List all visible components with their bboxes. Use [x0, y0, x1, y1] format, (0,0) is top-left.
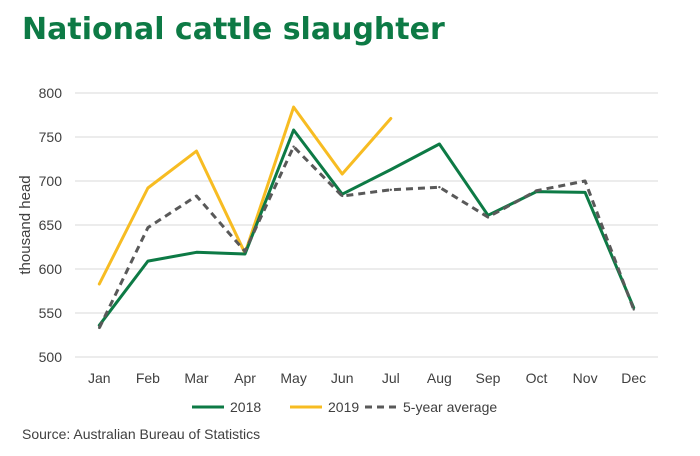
- data-point: [292, 145, 295, 148]
- data-point: [438, 142, 441, 146]
- x-tick-label: Jan: [88, 370, 111, 386]
- x-tick-label: Apr: [234, 370, 256, 386]
- data-point: [583, 191, 587, 194]
- x-tick-label: Jul: [382, 370, 400, 386]
- y-tick-label: 600: [39, 261, 63, 277]
- x-tick-label: Mar: [184, 370, 208, 386]
- data-point: [389, 168, 392, 171]
- data-point: [583, 179, 587, 183]
- data-point: [243, 252, 247, 256]
- data-point: [389, 117, 392, 120]
- y-tick-label: 500: [39, 349, 63, 365]
- data-point: [486, 215, 490, 219]
- legend: 2018 2019 5-year average: [192, 399, 497, 415]
- data-point: [292, 105, 295, 109]
- data-point: [535, 189, 538, 192]
- gridlines: [75, 92, 658, 358]
- series-line-5-year-average: [97, 145, 636, 329]
- data-point: [438, 185, 441, 189]
- data-point: [195, 251, 198, 254]
- data-point: [146, 259, 150, 263]
- x-tick-label: Dec: [621, 370, 646, 386]
- legend-label: 2018: [230, 399, 261, 415]
- chart-title: National cattle slaughter: [22, 12, 445, 47]
- data-point: [195, 149, 198, 153]
- data-point: [98, 282, 101, 286]
- x-tick-label: Oct: [526, 370, 548, 386]
- data-point: [292, 128, 295, 132]
- y-tick-label: 650: [39, 217, 63, 233]
- data-point: [341, 194, 344, 198]
- x-tick-label: Sep: [475, 370, 500, 386]
- x-tick-label: Aug: [427, 370, 452, 386]
- legend-label: 2019: [328, 399, 359, 415]
- y-axis: 500 550 600 650 700 750 800: [39, 85, 63, 365]
- data-point: [341, 172, 344, 176]
- series-line-2018: [97, 128, 636, 327]
- y-axis-label: thousand head: [17, 175, 34, 274]
- data-point: [243, 250, 247, 253]
- data-point: [146, 226, 150, 229]
- data-point: [632, 308, 635, 311]
- data-point: [195, 194, 198, 198]
- y-tick-label: 800: [39, 85, 63, 101]
- source-note: Source: Australian Bureau of Statistics: [22, 426, 261, 442]
- y-tick-label: 750: [39, 129, 63, 145]
- data-point: [98, 326, 101, 330]
- series-lines: [97, 105, 636, 330]
- x-tick-label: May: [280, 370, 306, 386]
- y-tick-label: 550: [39, 305, 63, 321]
- x-axis: Jan Feb Mar Apr May Jun Jul Aug Sep Oct Nov Dec: [88, 370, 646, 386]
- x-tick-label: Feb: [136, 370, 160, 386]
- legend-label: 5-year average: [403, 399, 497, 415]
- x-tick-label: Jun: [331, 370, 354, 386]
- x-tick-label: Nov: [573, 370, 598, 386]
- y-tick-label: 700: [39, 173, 63, 189]
- data-point: [389, 188, 392, 191]
- data-point: [146, 186, 150, 190]
